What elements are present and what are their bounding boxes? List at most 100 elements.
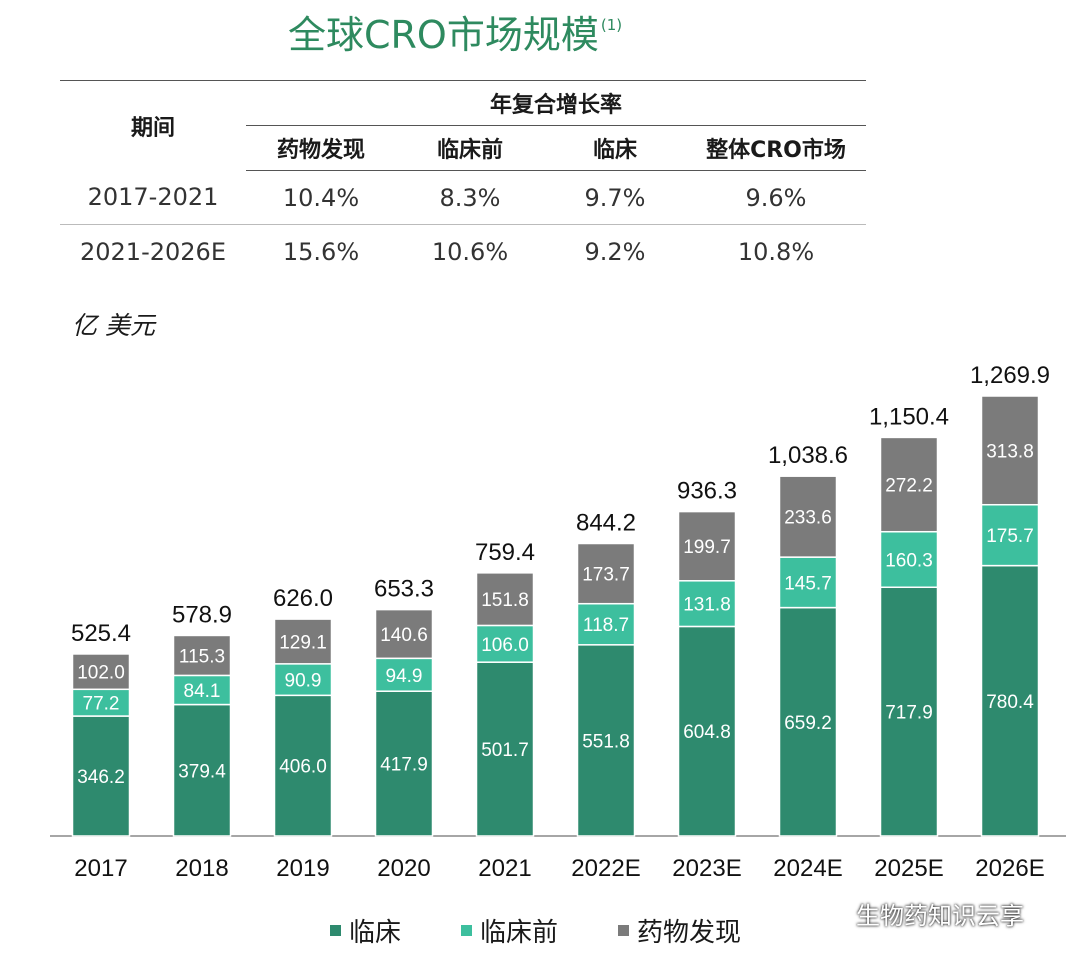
segment-label-discovery: 233.6 xyxy=(784,508,832,529)
segment-label-clinical: 501.7 xyxy=(481,740,529,761)
legend-swatch-clinical xyxy=(330,925,341,936)
x-tick-label: 2025E xyxy=(874,855,943,882)
bar-segment-preclinical xyxy=(576,602,636,646)
segment-label-preclinical: 84.1 xyxy=(184,681,221,702)
segment-label-preclinical: 131.8 xyxy=(683,595,731,616)
segment-label-preclinical: 118.7 xyxy=(583,615,629,636)
x-tick-label: 2020 xyxy=(377,855,430,882)
cell-value: 15.6% xyxy=(282,237,360,266)
bar-segment-clinical xyxy=(980,564,1040,837)
col-header-preclinical: 临床前 xyxy=(396,125,544,171)
legend-label-discovery: 药物发现 xyxy=(637,918,742,948)
bar-segment-preclinical xyxy=(273,663,333,697)
segment-label-discovery: 151.8 xyxy=(481,590,529,611)
cell-value: 10.8% xyxy=(737,237,815,266)
segment-label-clinical: 780.4 xyxy=(986,692,1034,713)
cell-value: 9.7% xyxy=(544,170,686,225)
total-label: 626.0 xyxy=(273,585,333,612)
segment-label-preclinical: 145.7 xyxy=(784,573,832,594)
legend-swatch-discovery xyxy=(618,925,630,936)
legend-swatch-preclinical xyxy=(461,925,473,936)
segment-label-discovery: 129.1 xyxy=(279,632,327,653)
legend-item-preclinical: 临床前 xyxy=(461,912,558,949)
title-footnote: (1) xyxy=(600,16,623,34)
total-label: 1,150.4 xyxy=(869,403,949,430)
total-label: 759.4 xyxy=(475,539,535,566)
bar-segment-discovery xyxy=(273,618,333,665)
bar-segment-clinical xyxy=(778,606,838,837)
bar-segment-preclinical xyxy=(475,624,535,663)
cagr-group-header: 年复合增长率 xyxy=(246,80,866,126)
segment-label-discovery: 173.7 xyxy=(582,565,630,586)
total-label: 844.2 xyxy=(576,509,636,536)
row-period: 2017-2021 xyxy=(60,170,246,225)
legend-label-clinical: 临床 xyxy=(349,918,402,948)
bar-segment-discovery xyxy=(879,436,939,533)
segment-label-discovery: 313.8 xyxy=(986,441,1034,462)
legend-label-preclinical: 临床前 xyxy=(480,918,559,948)
segment-label-discovery: 272.2 xyxy=(885,476,933,497)
bar-segment-clinical xyxy=(71,715,131,837)
segment-label-clinical: 659.2 xyxy=(784,713,832,734)
col-header-total: 整体CRO市场 xyxy=(686,125,866,171)
x-tick-label: 2026E xyxy=(975,855,1044,882)
cagr-table: 期间 年复合增长率 药物发现 临床前 临床 整体CRO市场 2017-2021 … xyxy=(60,80,866,278)
bar-segment-clinical xyxy=(172,703,232,837)
cell-value: 9.6% xyxy=(686,170,866,225)
segment-label-preclinical: 175.7 xyxy=(986,526,1034,547)
table-row: 2021-2026E 15.6% 10.6% 9.2% 10.8% xyxy=(60,225,866,279)
cell-value: 8.3% xyxy=(396,170,544,225)
total-label: 653.3 xyxy=(374,576,434,603)
bar-segment-preclinical xyxy=(879,530,939,589)
legend-item-clinical: 临床 xyxy=(330,912,401,949)
bar-segment-clinical xyxy=(374,690,434,837)
bar-segment-preclinical xyxy=(778,556,838,609)
segment-label-clinical: 551.8 xyxy=(582,731,630,752)
bar-segment-preclinical xyxy=(71,688,131,717)
segment-label-preclinical: 94.9 xyxy=(386,666,423,687)
unit-label: 亿 美元 xyxy=(72,311,155,340)
chart-title: 全球CRO市场规模 (1) xyxy=(288,13,623,57)
bar-segment-discovery xyxy=(778,475,838,558)
segment-label-preclinical: 160.3 xyxy=(885,550,933,571)
segment-label-clinical: 379.4 xyxy=(178,761,226,782)
x-tick-label: 2018 xyxy=(175,855,228,882)
bar-segment-clinical xyxy=(879,586,939,837)
x-tick-label: 2022E xyxy=(571,855,640,882)
legend-item-discovery: 药物发现 xyxy=(618,912,741,949)
bar-segment-discovery xyxy=(677,510,737,582)
total-label: 578.9 xyxy=(172,601,232,628)
cell-value: 10.4% xyxy=(246,170,396,225)
bar-segment-discovery xyxy=(71,653,131,691)
cell-value: 9.2% xyxy=(584,237,646,266)
segment-label-discovery: 115.3 xyxy=(179,646,225,667)
bar-segment-discovery xyxy=(374,608,434,660)
legend: 临床 临床前 药物发现 xyxy=(330,912,801,949)
segment-label-discovery: 199.7 xyxy=(683,537,731,558)
table-row: 2017-2021 10.4% 8.3% 9.7% 9.6% xyxy=(60,170,866,225)
segment-label-clinical: 604.8 xyxy=(683,722,731,743)
segment-label-clinical: 406.0 xyxy=(279,757,327,778)
total-label: 936.3 xyxy=(677,478,737,505)
bar-segment-discovery xyxy=(576,542,636,605)
period-header: 期间 xyxy=(60,80,246,171)
total-label: 525.4 xyxy=(71,620,131,647)
col-header-clinical: 临床 xyxy=(544,125,686,171)
x-tick-label: 2017 xyxy=(74,855,127,882)
x-tick-label: 2024E xyxy=(773,855,842,882)
segment-label-discovery: 140.6 xyxy=(380,625,428,646)
x-tick-label: 2021 xyxy=(478,855,531,882)
segment-label-preclinical: 106.0 xyxy=(481,635,529,656)
x-tick-label: 2019 xyxy=(276,855,329,882)
watermark: 生物药知识云享 xyxy=(818,896,1024,931)
wechat-icon xyxy=(818,902,846,924)
bar-segment-clinical xyxy=(576,644,636,837)
segment-label-preclinical: 90.9 xyxy=(285,671,322,692)
bar-segment-discovery xyxy=(172,634,232,677)
bar-segment-preclinical xyxy=(980,503,1040,567)
total-label: 1,038.6 xyxy=(768,442,848,469)
segment-label-clinical: 346.2 xyxy=(77,767,125,788)
total-label: 1,269.9 xyxy=(970,362,1050,389)
